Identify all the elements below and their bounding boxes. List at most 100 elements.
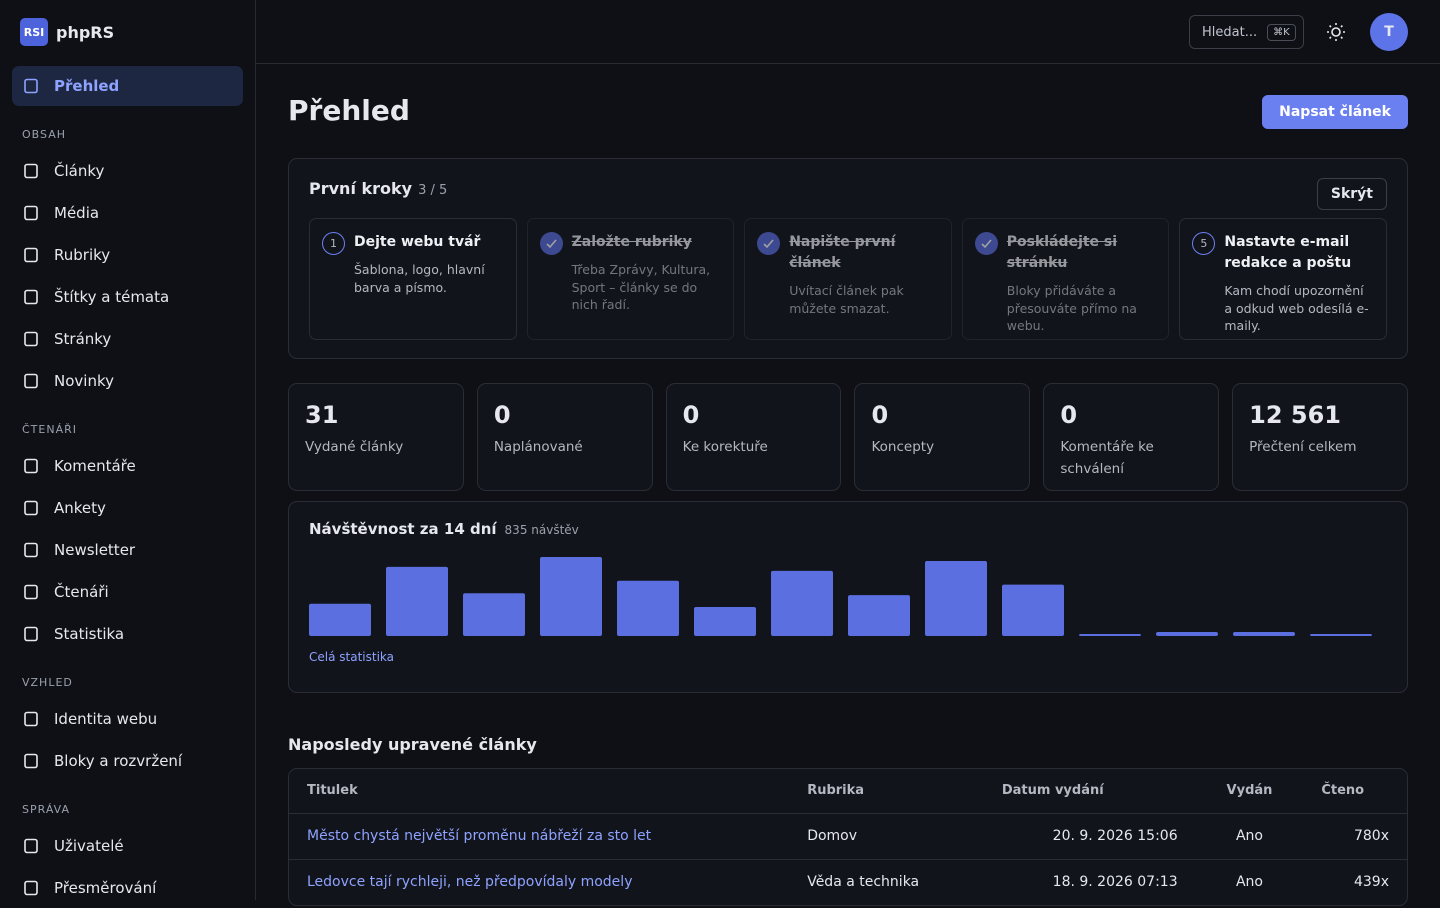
check (539, 232, 563, 255)
step[interactable]: 1 Dejte webu tvář Šablona, logo, hlavní ba… (309, 218, 517, 340)
stat-card: 0 Ke korektuře (665, 383, 842, 491)
step[interactable]: 5 Nastavte e-mail redakce a poštu Kam chod… (1179, 218, 1387, 340)
nav-label: Štítky a témata (54, 288, 170, 306)
cell: 20. 9. 2026 15:06 (983, 812, 1196, 859)
check (757, 232, 781, 255)
header-row: Titulek Rubrika Datum vydání Vydán Čteno (289, 769, 1407, 813)
traffic-card: Návštěvnost za 14 dní 835 návštěv Celá st… (288, 501, 1408, 693)
nav-item[interactable]: Ankety (12, 488, 243, 528)
icon-shape (24, 289, 38, 305)
nav-icon (24, 205, 38, 221)
avatar[interactable]: T (1370, 13, 1408, 51)
nav-item[interactable]: Rubriky (12, 235, 243, 275)
stat-value: 0 (1060, 401, 1078, 429)
icon-shape (24, 584, 38, 600)
stat-value: 0 (682, 401, 700, 429)
nav-item[interactable]: Identita webu (12, 699, 243, 739)
hide-button[interactable]: Skrýt (1316, 178, 1387, 210)
stat-value: 31 (305, 401, 339, 429)
nav-label: Čtenáři (54, 583, 109, 601)
step-title: Dejte webu tvář (354, 234, 481, 250)
nav-label: Stránky (54, 330, 112, 348)
article-link[interactable]: Ledovce tají rychleji, než předpovídaly … (289, 858, 790, 905)
icon-shape (24, 626, 38, 642)
icon-shape (24, 163, 38, 179)
nav-item[interactable]: Komentáře (12, 446, 243, 486)
step-text: Šablona, logo, hlavní barva a písmo. (354, 262, 485, 295)
nav-item[interactable]: Uživatelé (12, 826, 243, 866)
nav-item[interactable]: Statistika (12, 614, 243, 654)
step-title: Napište první článek (789, 234, 896, 271)
nav-item[interactable]: Přehled (12, 66, 243, 106)
nav-item[interactable]: Čtenáři (12, 572, 243, 612)
nav-item[interactable]: Štítky a témata (12, 277, 243, 317)
step[interactable]: Napište první článek Uvítací článek pak m… (744, 218, 952, 340)
nav-section: ČTENÁŘI (22, 423, 77, 436)
new-article-button[interactable]: Napsat článek (1262, 95, 1408, 129)
nav-label: Komentáře (54, 457, 136, 475)
nav-label: Přesměrování (54, 879, 157, 897)
step-title: Nastavte e-mail redakce a poštu (1224, 234, 1352, 271)
article-link[interactable]: Město chystá největší proměnu nábřeží za… (289, 812, 790, 859)
stat-label: Naplánované (493, 439, 583, 455)
step-number: 1 (322, 232, 345, 255)
nav-item[interactable]: Články (12, 151, 243, 191)
step-title: Založte rubriky (571, 234, 692, 250)
bar (617, 580, 679, 636)
nav-icon (24, 331, 38, 347)
bar (386, 566, 448, 636)
nav-icon (24, 711, 38, 727)
chart-subtitle: 835 návštěv (504, 523, 579, 537)
nav-icon (24, 289, 38, 305)
icon-shape (24, 880, 38, 896)
icon-shape (24, 500, 38, 516)
nav-item[interactable]: Newsletter (12, 530, 243, 570)
icon-shape (24, 753, 38, 769)
steps: 1 Dejte webu tvář Šablona, logo, hlavní ba… (309, 218, 1387, 340)
table-row: Město chystá největší proměnu nábřeží za… (289, 812, 1407, 859)
nav-icon (24, 458, 38, 474)
bar (848, 595, 910, 636)
cell: Ano (1195, 812, 1304, 859)
nav-item[interactable]: Média (12, 193, 243, 233)
bar (540, 557, 602, 636)
sidebar: RSI phpRS Přehled OBSAH Články Média Rubriky Št… (0, 0, 256, 900)
chart-title: Návštěvnost za 14 dní 835 návštěv (309, 520, 1387, 538)
nav-item[interactable]: Stránky (12, 319, 243, 359)
step[interactable]: Poskládejte si stránku Bloky přidáváte a … (961, 218, 1170, 340)
icon-shape (24, 838, 38, 854)
step-text: Třeba Zprávy, Kultura, Sport – články se… (571, 262, 711, 312)
nav-item[interactable]: Novinky (12, 361, 243, 401)
step[interactable]: Založte rubriky Třeba Zprávy, Kultura, Sp… (526, 218, 735, 340)
icon-shape (24, 458, 38, 474)
step-text: Bloky přidáváte a přesouváte přímo na we… (1006, 283, 1137, 333)
column-header: Rubrika (807, 783, 865, 799)
nav-label: Newsletter (54, 541, 136, 559)
nav-icon (24, 78, 38, 94)
nav-icon (24, 880, 38, 896)
nav-section: SPRÁVA (22, 803, 70, 816)
stat-card: 0 Koncepty (854, 383, 1031, 491)
nav-item[interactable]: Bloky a rozvržení (12, 741, 243, 781)
icon-shape (24, 711, 38, 727)
step-text: Uvítací článek pak můžete smazat. (789, 283, 904, 316)
recent-table: Titulek Rubrika Datum vydání Vydán Čteno Měst… (289, 769, 1407, 905)
nav-label: Média (54, 204, 100, 222)
nav-label: Články (54, 162, 105, 180)
cell: 780x (1303, 812, 1407, 859)
theme-toggle[interactable] (1326, 22, 1346, 42)
nav-item[interactable]: Přesměrování (12, 868, 243, 908)
column-header: Čteno (1321, 783, 1365, 799)
nav-icon (24, 500, 38, 516)
stats-link[interactable]: Celá statistika (309, 650, 394, 664)
cell: 439x (1303, 858, 1407, 905)
check-mark (763, 239, 774, 249)
onboarding-heading: První kroky (309, 179, 413, 198)
nav-label: Bloky a rozvržení (54, 752, 183, 770)
nav-icon (24, 753, 38, 769)
nav-icon (24, 838, 38, 854)
nav-label: Přehled (54, 77, 120, 95)
search[interactable]: Hledat... ⌘K (1189, 15, 1304, 49)
